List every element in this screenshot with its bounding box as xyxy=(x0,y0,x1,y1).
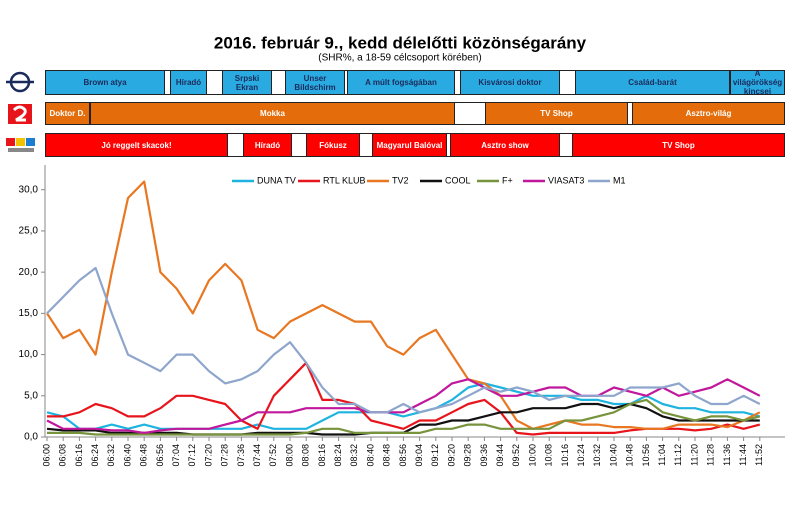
program-block: Srpski Ekran xyxy=(222,70,272,95)
x-tick-label: 09:20 xyxy=(446,444,456,467)
x-tick-label: 09:36 xyxy=(479,444,489,467)
tv2-logo xyxy=(8,104,32,124)
x-tick-label: 10:24 xyxy=(576,444,586,467)
x-tick-label: 07:04 xyxy=(171,444,181,467)
x-tick-label: 06:16 xyxy=(74,444,84,467)
legend-label: M1 xyxy=(613,175,626,185)
x-tick-label: 10:56 xyxy=(641,444,651,467)
x-tick-label: 08:16 xyxy=(317,444,327,467)
x-tick-label: 07:52 xyxy=(268,444,278,467)
x-tick-label: 07:36 xyxy=(236,444,246,467)
x-tick-label: 11:28 xyxy=(706,444,716,466)
program-block: Híradó xyxy=(243,133,292,157)
series-line xyxy=(46,378,761,434)
x-tick-label: 07:20 xyxy=(203,444,213,467)
y-tick-label: 30,0 xyxy=(19,184,39,195)
program-block: Jó reggelt skacok! xyxy=(45,133,228,157)
legend-label: RTL KLUB xyxy=(323,175,366,185)
chart-title: 2016. február 9., kedd délelőtti közönsé… xyxy=(214,33,587,52)
y-tick-label: 5,0 xyxy=(24,390,38,401)
legend-label: COOL xyxy=(445,175,471,185)
x-tick-label: 06:32 xyxy=(106,444,116,467)
x-tick-label: 10:00 xyxy=(527,444,537,467)
x-tick-label: 06:00 xyxy=(41,444,51,467)
x-tick-label: 11:20 xyxy=(689,444,699,466)
legend-label: TV2 xyxy=(392,175,409,185)
y-tick-label: 25,0 xyxy=(19,226,39,237)
x-tick-label: 10:16 xyxy=(560,444,570,467)
x-tick-label: 08:40 xyxy=(365,444,375,467)
program-block: Híradó xyxy=(170,70,207,95)
x-tick-label: 11:52 xyxy=(754,444,764,466)
x-tick-label: 08:24 xyxy=(333,444,343,467)
x-tick-label: 11:44 xyxy=(738,444,748,466)
series-line xyxy=(46,266,761,414)
x-tick-label: 06:24 xyxy=(90,444,100,467)
x-tick-label: 09:28 xyxy=(463,444,473,467)
y-tick-label: 0,0 xyxy=(24,432,38,443)
y-tick-label: 20,0 xyxy=(19,267,39,278)
y-tick-label: 15,0 xyxy=(19,308,39,319)
x-tick-label: 10:08 xyxy=(544,444,554,467)
program-block: Fókusz xyxy=(306,133,360,157)
program-block: Doktor D. xyxy=(45,102,90,125)
program-block: Magyarul Balóval xyxy=(372,133,447,157)
x-tick-label: 07:44 xyxy=(252,444,262,467)
x-tick-label: 11:04 xyxy=(657,444,667,466)
x-tick-label: 10:32 xyxy=(592,444,602,467)
x-tick-label: 07:28 xyxy=(220,444,230,467)
x-tick-label: 09:44 xyxy=(495,444,505,467)
x-tick-label: 07:12 xyxy=(187,444,197,467)
x-tick-label: 08:48 xyxy=(382,444,392,467)
x-tick-label: 08:32 xyxy=(349,444,359,467)
series-line xyxy=(46,402,760,436)
x-tick-label: 08:08 xyxy=(301,444,311,467)
x-tick-label: 10:40 xyxy=(608,444,618,467)
program-block: TV Shop xyxy=(572,133,785,157)
x-tick-label: 11:36 xyxy=(722,444,732,466)
x-tick-label: 06:56 xyxy=(155,444,165,467)
legend-label: F+ xyxy=(502,175,513,185)
program-block: Család-barát xyxy=(575,70,730,95)
program-block: Asztro show xyxy=(450,133,560,157)
program-block: Unser Bildschirm xyxy=(285,70,345,95)
duna-logo xyxy=(6,71,34,93)
x-tick-label: 06:08 xyxy=(58,444,68,467)
x-tick-label: 06:40 xyxy=(122,444,132,467)
x-tick-label: 08:00 xyxy=(284,444,294,467)
x-tick-label: 06:48 xyxy=(139,444,149,467)
x-tick-label: 11:12 xyxy=(673,444,683,466)
x-tick-label: 09:04 xyxy=(414,444,424,467)
program-block: Kisvárosi doktor xyxy=(460,70,560,95)
series-line xyxy=(47,398,761,436)
x-tick-label: 08:56 xyxy=(398,444,408,467)
x-tick-label: 10:48 xyxy=(625,444,635,467)
legend-label: VIASAT3 xyxy=(548,175,584,185)
program-block: TV Shop xyxy=(485,102,628,125)
x-tick-label: 09:12 xyxy=(430,444,440,467)
program-block: Brown atya xyxy=(45,70,165,95)
chart-subtitle: (SHR%, a 18-59 célcsoport körében) xyxy=(318,53,481,64)
legend-label: DUNA TV xyxy=(257,175,296,185)
program-block: Mokka xyxy=(90,102,455,125)
program-block: A múlt fogságában xyxy=(347,70,455,95)
program-block: Asztro-világ xyxy=(632,102,785,125)
x-tick-label: 09:52 xyxy=(511,444,521,467)
y-tick-label: 10,0 xyxy=(19,349,39,360)
program-block: A világörökség kincsei xyxy=(730,70,785,95)
series-line xyxy=(46,180,761,430)
rtl-logo xyxy=(6,138,35,152)
